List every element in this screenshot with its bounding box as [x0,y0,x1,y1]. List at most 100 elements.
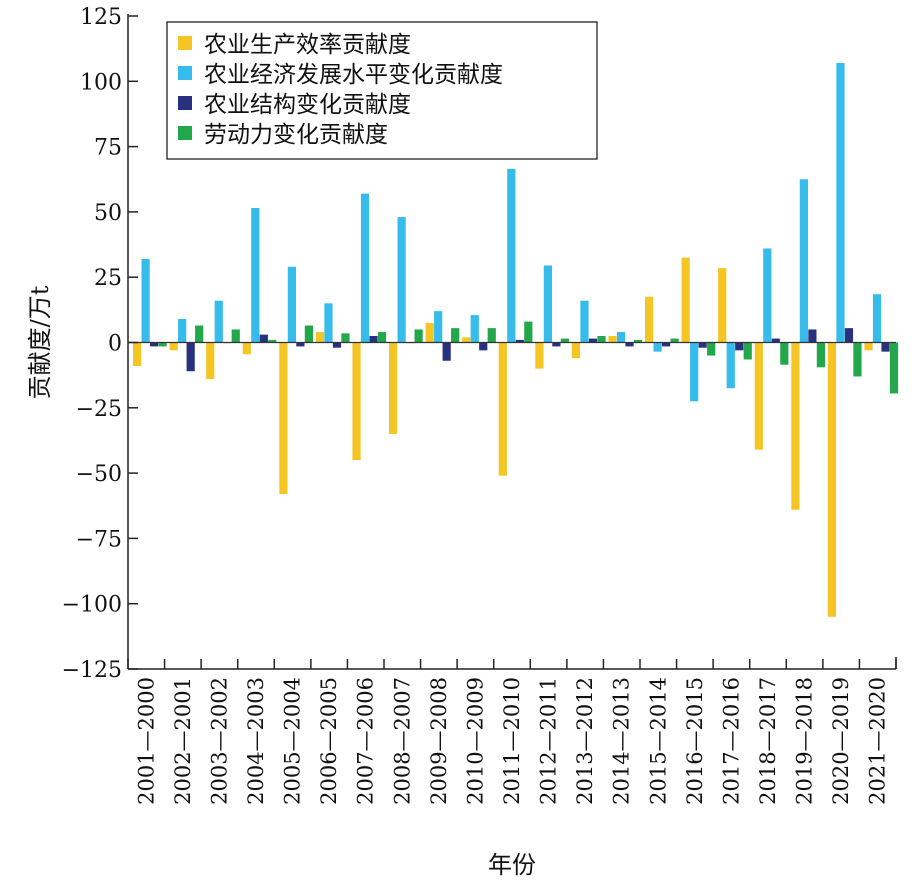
x-tick-label: 2021—2020 [866,677,890,805]
bar-s0-c0 [133,342,142,367]
bar-s0-c5 [315,332,325,343]
bar-s2-c14 [662,342,671,347]
bar-s3-c9 [487,328,496,343]
bar-s3-c0 [158,342,167,347]
bar-s1-c13 [616,332,626,343]
bar-s0-c14 [645,296,654,343]
x-tick-label: 2004—2003 [244,677,268,805]
x-tick-label: 2014—2013 [610,677,634,805]
bar-s0-c6 [352,342,361,461]
bar-s0-c18 [791,342,800,510]
bar-s2-c8 [442,342,451,361]
bar-s3-c20 [889,342,899,394]
bar-s3-c6 [377,332,387,343]
legend-swatch [178,96,192,110]
bar-s3-c3 [268,339,277,343]
bar-s0-c10 [498,342,507,476]
bar-s3-c2 [231,329,240,343]
legend-swatch [178,36,192,50]
y-tick-label: −125 [62,658,122,683]
bar-s1-c20 [872,294,882,343]
bar-s3-c4 [304,325,313,343]
x-tick-label: 2002—2001 [171,677,195,805]
bar-s2-c13 [625,342,634,347]
y-tick-label: 0 [108,332,122,357]
y-tick-label: 25 [94,266,122,291]
bar-s1-c3 [251,207,260,343]
labels-layer: 125 100 75 50 25 0 −25 −50 −75 −100 −125 2001—2000 2… [26,5,890,879]
bar-s1-c18 [799,179,808,343]
bar-s0-c11 [535,342,544,369]
y-tick-label: −50 [76,462,122,487]
y-tick-label: 50 [94,201,122,226]
bar-s1-c6 [360,193,370,343]
bar-s1-c1 [178,318,187,343]
bar-s3-c1 [195,325,204,343]
bar-s1-c12 [580,300,589,343]
y-tick-label: −100 [62,593,122,618]
bar-s2-c20 [881,342,890,352]
bar-s2-c3 [259,334,268,343]
bar-s2-c6 [369,335,378,343]
x-tick-label: 2017—2016 [719,677,743,805]
y-tick-label: −25 [76,397,122,422]
bar-s2-c10 [515,339,524,343]
bar-s1-c16 [726,342,735,389]
x-tick-label: 2012—2011 [537,677,561,805]
bar-s2-c12 [588,338,598,343]
bar-s2-c5 [332,342,342,348]
y-tick-label: 100 [80,70,122,95]
bar-s3-c19 [853,342,862,377]
bar-s0-c20 [864,342,873,351]
legend-label: 农业结构变化贡献度 [204,92,411,118]
bar-s1-c2 [214,300,223,343]
bar-s2-c18 [808,329,817,343]
bar-s1-c7 [397,217,406,343]
legend-label: 劳动力变化贡献度 [204,122,388,148]
bar-s3-c11 [560,338,569,343]
bar-s2-c11 [552,342,561,347]
bar-s3-c13 [633,339,643,343]
bar-s2-c19 [844,328,854,343]
bar-s1-c4 [287,266,296,343]
bar-s0-c3 [242,342,251,355]
bar-s0-c13 [608,335,617,343]
bar-s3-c12 [597,335,606,343]
x-axis-title: 年份 [488,851,536,879]
bar-s0-c8 [425,322,434,343]
bar-s0-c15 [681,257,690,343]
legend-label: 农业经济发展水平变化贡献度 [204,62,503,88]
y-tick-label: 125 [80,5,122,30]
bar-s0-c17 [754,342,763,450]
bars-layer [133,63,899,617]
legend-swatch [178,66,192,80]
x-tick-label: 2008—2007 [390,677,414,805]
bar-s0-c12 [571,342,581,359]
x-tick-label: 2010—2009 [463,677,487,805]
bar-s0-c9 [462,337,471,343]
x-tick-label: 2009—2008 [427,677,451,805]
x-tick-label: 2005—2004 [281,677,305,805]
x-tick-label: 2013—2012 [573,677,597,805]
bar-s2-c15 [698,342,707,348]
bar-s0-c4 [279,342,288,494]
y-tick-label: 75 [94,136,122,161]
x-tick-label: 2007—2006 [354,677,378,805]
bar-s3-c15 [707,342,716,356]
bar-s2-c16 [735,342,744,351]
x-tick-label: 2011—2010 [500,677,524,805]
bar-s3-c10 [524,321,533,343]
x-tick-label: 2015—2014 [646,677,670,805]
bar-s1-c0 [141,258,150,343]
bar-s3-c18 [816,342,825,368]
x-tick-label: 2016—2015 [683,677,707,805]
bar-s3-c5 [341,333,350,343]
bar-s2-c9 [479,342,488,351]
x-tick-label: 2006—2005 [317,677,341,805]
bar-s3-c8 [451,328,460,343]
bar-s0-c7 [389,342,398,434]
bar-s2-c4 [296,342,305,347]
bar-s1-c19 [836,63,845,343]
